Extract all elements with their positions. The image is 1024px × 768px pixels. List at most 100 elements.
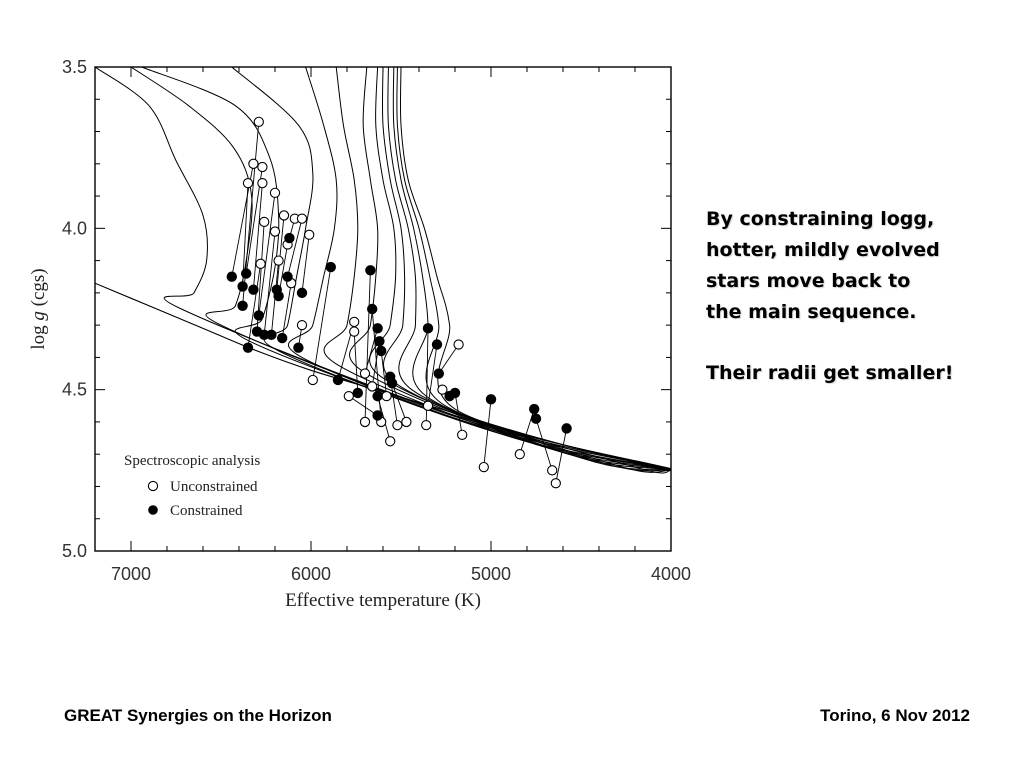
- unconstrained-point: [359, 416, 371, 428]
- isochrone-line: [392, 67, 671, 473]
- unconstrained-point: [550, 478, 561, 489]
- unconstrained-point: [343, 390, 354, 402]
- y-tick-label: 4.0: [62, 218, 87, 238]
- isochrone-line: [323, 67, 671, 470]
- constrained-point: [352, 387, 363, 399]
- constrained-point: [374, 336, 385, 347]
- unconstrained-point: [385, 436, 396, 447]
- unconstrained-point: [296, 319, 308, 331]
- unconstrained-point: [273, 255, 284, 266]
- x-tick-label: 6000: [291, 564, 331, 584]
- unconstrained-point: [248, 158, 259, 169]
- shift-line: [252, 183, 263, 290]
- annotation-highlight: Their radii get smaller!: [706, 362, 954, 384]
- shift-line: [391, 383, 407, 423]
- constrained-point: [332, 374, 344, 386]
- constrained-point: [237, 300, 248, 311]
- shift-line: [427, 344, 438, 406]
- legend-entry-constrained: Constrained: [170, 503, 243, 519]
- shift-line: [353, 331, 359, 393]
- isochrone-line: [381, 67, 671, 471]
- annotation-line: the main sequence.: [706, 301, 917, 323]
- annotation-line: hotter, mildly evolved: [706, 239, 940, 261]
- constrained-point: [386, 378, 398, 389]
- unconstrained-point: [359, 368, 371, 379]
- constrained-point: [266, 329, 277, 341]
- model-curves: [95, 67, 671, 474]
- shift-line: [301, 234, 310, 293]
- unconstrained-point: [457, 429, 468, 440]
- legend-open-marker: [147, 480, 159, 492]
- legend-title: Spectroscopic analysis: [124, 453, 260, 469]
- annotation-line: By constraining logg,: [706, 208, 935, 230]
- legend-filled-marker: [148, 505, 158, 515]
- shift-line: [258, 192, 276, 316]
- legend: Spectroscopic analysis Unconstrained Con…: [124, 453, 260, 519]
- x-tick-label: 4000: [651, 564, 691, 584]
- constrained-point: [237, 281, 248, 292]
- shift-line: [312, 266, 332, 381]
- constrained-point: [529, 403, 540, 415]
- footer-date: Torino, 6 Nov 2012: [820, 706, 970, 725]
- unconstrained-point: [367, 381, 378, 392]
- constrained-point: [372, 410, 383, 421]
- constrained-point: [431, 339, 443, 350]
- unconstrained-point: [257, 178, 268, 189]
- footer-title: GREAT Synergies on the Horizon: [64, 706, 332, 725]
- unconstrained-point: [269, 226, 281, 237]
- shift-line: [276, 215, 285, 290]
- shift-line: [287, 218, 303, 277]
- unconstrained-point: [257, 161, 268, 173]
- unconstrained-point: [421, 420, 432, 431]
- constrained-point: [365, 265, 376, 276]
- constrained-point: [248, 284, 259, 295]
- annotation: By constraining logg, hotter, mildly evo…: [706, 204, 1006, 389]
- unconstrained-point: [349, 326, 360, 337]
- constrained-point: [259, 329, 270, 341]
- shift-line: [348, 395, 378, 416]
- constrained-point: [530, 413, 542, 424]
- y-tick-label: 5.0: [62, 541, 87, 561]
- constrained-point: [226, 271, 237, 282]
- constrained-point: [372, 323, 383, 334]
- isochrone-line: [396, 67, 671, 474]
- constrained-point: [241, 268, 252, 279]
- shift-line: [281, 283, 292, 339]
- zams-line: [95, 282, 671, 471]
- constrained-point: [449, 387, 461, 399]
- x-axis-label: Effective temperature (K): [285, 590, 481, 611]
- shift-line: [263, 231, 276, 335]
- isochrone-line: [141, 67, 671, 470]
- shift-line: [364, 270, 371, 422]
- x-tick-label: 5000: [471, 564, 511, 584]
- unconstrained-point: [253, 116, 264, 128]
- constrained-point: [296, 287, 308, 299]
- isochrone-line: [287, 67, 671, 470]
- unconstrained-point: [381, 390, 392, 402]
- shift-line: [483, 399, 492, 468]
- unconstrained-point: [259, 216, 270, 228]
- unconstrained-point: [478, 461, 489, 473]
- unconstrained-point: [349, 316, 360, 328]
- annotation-line: stars move back to: [706, 270, 911, 292]
- shift-line: [535, 418, 553, 471]
- constrained-point: [485, 394, 497, 405]
- unconstrained-point: [269, 187, 281, 198]
- shift-line: [555, 428, 568, 484]
- isochrone-line: [399, 67, 671, 472]
- constrained-point: [273, 290, 284, 302]
- constrained-point: [422, 323, 434, 334]
- shift-line: [454, 392, 463, 435]
- y-tick-label: 3.5: [62, 57, 87, 77]
- constrained-point: [372, 390, 383, 402]
- x-tick-label: 7000: [111, 564, 151, 584]
- y-axis-label: log g (cgs): [28, 268, 49, 349]
- constrained-point: [242, 342, 254, 353]
- unconstrained-point: [304, 229, 315, 240]
- shift-line: [364, 328, 379, 374]
- constrained-point: [284, 232, 295, 244]
- data-points: [226, 116, 572, 489]
- unconstrained-point: [514, 449, 525, 460]
- axis-ticks: 7000 6000 5000 4000 3.5 4.0 4.5 5.0: [62, 57, 691, 584]
- unconstrained-point: [307, 374, 318, 386]
